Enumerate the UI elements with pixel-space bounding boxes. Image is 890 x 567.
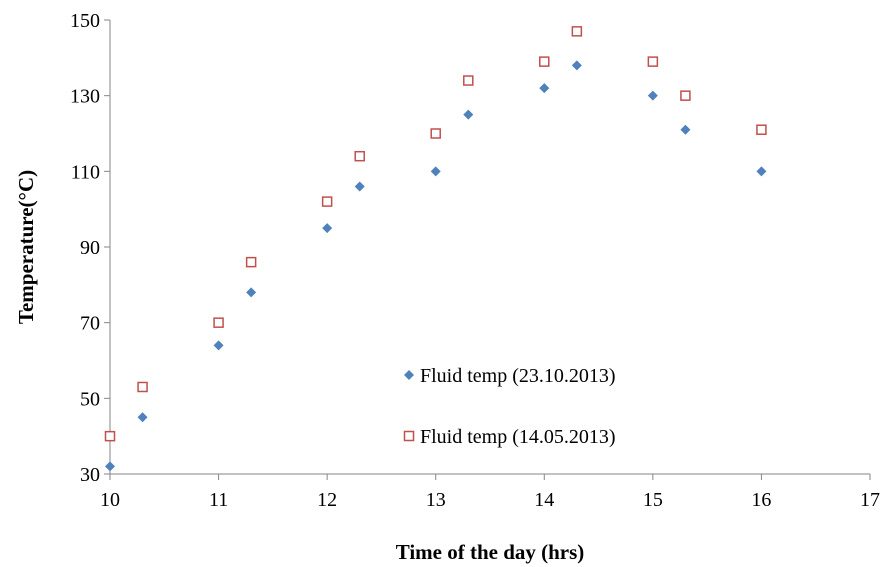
y-tick-label: 70: [80, 313, 100, 335]
x-tick-label: 10: [100, 489, 120, 511]
data-point-series-1: [647, 90, 658, 101]
data-point-series-1: [463, 109, 474, 120]
y-tick-label: 50: [80, 388, 100, 410]
data-point-series-1: [680, 124, 691, 135]
data-point-series-2: [430, 128, 441, 139]
data-point-series-2: [463, 75, 474, 86]
data-point-series-1: [430, 166, 441, 177]
x-tick-label: 15: [643, 489, 663, 511]
data-point-series-2: [647, 56, 659, 67]
data-point-series-2: [104, 430, 116, 442]
data-point-series-2: [213, 317, 224, 328]
x-tick-label: 13: [426, 489, 446, 511]
data-point-series-2: [756, 124, 767, 135]
data-point-series-2: [571, 26, 583, 37]
data-point-series-1: [571, 60, 582, 71]
x-tick-label: 12: [317, 489, 337, 511]
x-axis-ticks: 10 11 12 13 14 15 16 17: [100, 474, 880, 511]
data-point-series-2: [680, 90, 691, 101]
data-point-series-2: [245, 256, 257, 268]
data-point-series-2: [137, 381, 148, 393]
y-tick-label: 30: [80, 464, 100, 486]
y-axis-ticks: 30 50 70 90 110 130 150: [70, 10, 110, 486]
x-tick-label: 14: [534, 489, 554, 511]
data-point-series-1: [246, 287, 257, 298]
data-point-series-1: [322, 223, 333, 234]
data-point-series-1: [213, 340, 224, 351]
data-point-series-1: [354, 181, 365, 192]
y-axis-title: Temperature(°C): [14, 170, 38, 324]
data-point-series-2: [354, 150, 365, 162]
data-point-series-1: [137, 412, 148, 423]
legend-label-series-2: Fluid temp (14.05.2013): [420, 426, 616, 448]
x-axis-title: Time of the day (hrs): [396, 540, 585, 564]
legend-marker-series-1: [404, 370, 414, 380]
legend: Fluid temp (23.10.2013) Fluid temp (14.05…: [403, 365, 616, 448]
y-tick-label: 150: [70, 10, 100, 32]
data-points: [104, 26, 767, 472]
y-tick-label: 110: [71, 161, 100, 183]
x-tick-label: 11: [209, 489, 228, 511]
data-point-series-1: [105, 461, 115, 472]
x-tick-label: 17: [860, 489, 880, 511]
data-point-series-2: [539, 56, 550, 67]
y-tick-label: 130: [70, 86, 100, 108]
data-point-series-1: [539, 83, 550, 94]
data-point-series-2: [321, 196, 333, 207]
data-point-series-1: [756, 166, 767, 177]
legend-marker-series-2: [403, 430, 415, 442]
legend-label-series-1: Fluid temp (23.10.2013): [420, 365, 616, 387]
y-tick-label: 90: [80, 237, 100, 259]
x-tick-label: 16: [751, 489, 771, 511]
